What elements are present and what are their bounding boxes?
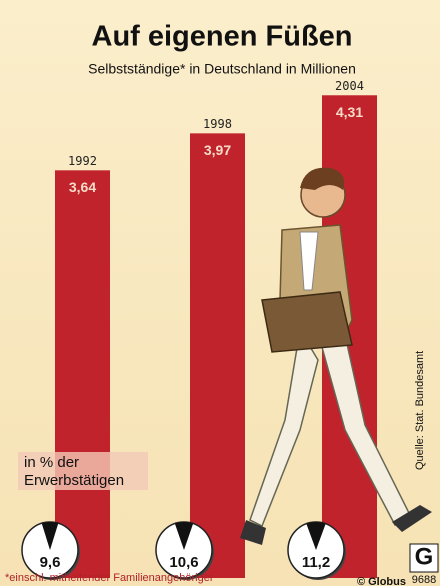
bars: 1992 3,64 1998 3,97 2004 4,31	[55, 79, 377, 579]
value-label: 3,97	[204, 142, 231, 158]
share-label-box	[18, 452, 148, 490]
logo-box	[409, 543, 439, 573]
footnote: *einschl. mithelfender Familienangehörig…	[5, 572, 214, 584]
chart-title: Auf eigenen Füßen	[92, 21, 353, 53]
source: Quelle: Stat. Bundesamt	[414, 351, 426, 470]
share-value-label: 10,6	[169, 554, 198, 571]
share-value-label: 9,6	[40, 554, 61, 571]
bar	[190, 133, 245, 579]
share-label: in % der	[24, 454, 79, 471]
logo: G	[415, 543, 434, 570]
credit: © Globus	[357, 576, 406, 586]
graphic-number: 9688	[412, 574, 436, 586]
bar	[55, 170, 110, 578]
value-label: 4,31	[336, 104, 363, 120]
share-wedge	[306, 522, 326, 550]
chart-subtitle: Selbstständige* in Deutschland in Millio…	[88, 61, 356, 77]
share-wedge	[174, 521, 194, 550]
category-label: 1998	[203, 117, 232, 131]
category-label: 1992	[68, 154, 97, 168]
value-label: 3,64	[69, 179, 96, 195]
share-value-label: 11,2	[302, 554, 330, 571]
share-label: Erwerbstätigen	[24, 472, 124, 489]
illustration	[240, 167, 432, 545]
share-wedge	[41, 522, 59, 550]
category-label: 2004	[335, 79, 364, 93]
